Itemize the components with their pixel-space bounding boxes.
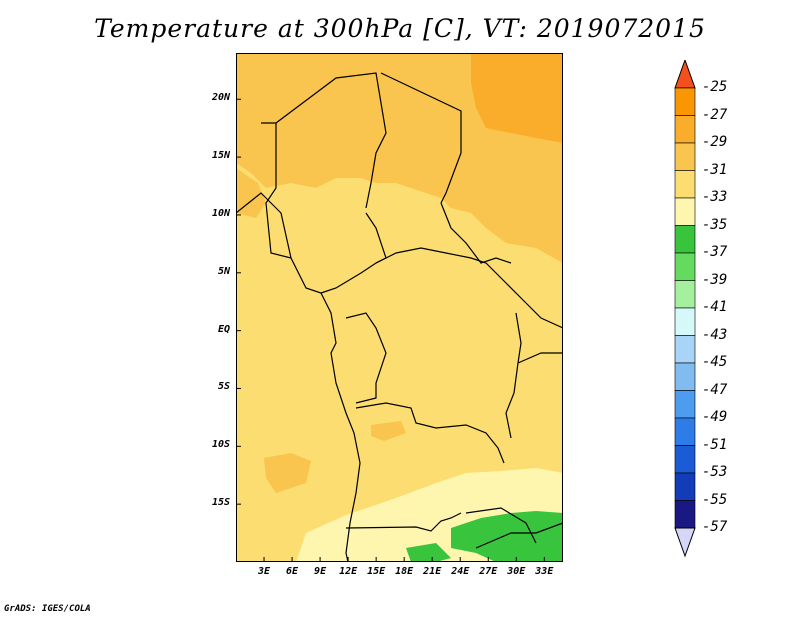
colorbar-segment bbox=[674, 280, 696, 309]
warm-region-sahara bbox=[236, 53, 471, 188]
green-region-zambia bbox=[451, 511, 563, 562]
border-drc-west bbox=[345, 312, 387, 404]
map-canvas bbox=[236, 53, 563, 562]
colorbar-segment bbox=[674, 362, 696, 391]
colorbar-tick-label: -39 bbox=[702, 271, 728, 288]
colorbar-tick-label: -55 bbox=[702, 491, 728, 508]
colorbar-segment bbox=[674, 252, 696, 281]
colorbar-tick-label: -57 bbox=[702, 519, 728, 535]
coastline-west-africa bbox=[236, 192, 361, 562]
colorbar-tick-label: -25 bbox=[702, 79, 728, 95]
lon-tick-label: 15E bbox=[367, 566, 386, 577]
colorbar-segment bbox=[674, 417, 696, 446]
colorbar bbox=[674, 60, 696, 558]
lon-tick-label: 18E bbox=[395, 566, 414, 577]
colorbar-segment bbox=[674, 472, 696, 501]
map-border bbox=[236, 53, 563, 562]
lon-tick-label: 21E bbox=[423, 566, 442, 577]
lat-tick-label: 10N bbox=[211, 207, 230, 219]
colorbar-tick-label: -43 bbox=[702, 326, 728, 343]
lon-tick-label: 3E bbox=[257, 566, 271, 577]
colorbar-tick-label: -27 bbox=[702, 106, 728, 123]
colorbar-tick-label: -31 bbox=[702, 161, 728, 178]
lat-tick-label: 15N bbox=[211, 150, 230, 162]
border-tanzania bbox=[517, 352, 563, 364]
lat-tick-label: 5N bbox=[217, 265, 230, 277]
lon-tick-label: 12E bbox=[339, 566, 358, 577]
colorbar-tick-label: -33 bbox=[702, 189, 728, 205]
colorbar-segment bbox=[674, 87, 696, 116]
lon-tick-label: 27E bbox=[479, 566, 498, 577]
colorbar-segment bbox=[674, 335, 696, 364]
border-angola-south bbox=[345, 512, 462, 532]
colorbar-tick-label: -53 bbox=[702, 464, 728, 480]
colorbar-tick-label: -37 bbox=[702, 244, 728, 260]
colorbar-tick-label: -45 bbox=[702, 354, 728, 370]
colorbar-segment bbox=[674, 390, 696, 419]
lat-tick-label: 10S bbox=[211, 439, 230, 451]
colorbar-tick-label: -41 bbox=[702, 299, 728, 315]
border-drc-east-lakes bbox=[505, 312, 522, 439]
country-borders bbox=[236, 72, 563, 562]
lon-tick-label: 24E bbox=[451, 566, 470, 577]
lat-tick-label: 15S bbox=[211, 497, 230, 509]
border-sudan-ss bbox=[440, 202, 512, 264]
border-drc-angola bbox=[355, 402, 505, 464]
colorbar-tick-label: -29 bbox=[702, 134, 728, 150]
colorbar-tick-label: -35 bbox=[702, 216, 728, 233]
border-east-africa bbox=[525, 302, 563, 329]
border-car-south bbox=[375, 247, 527, 304]
lon-tick-label: 30E bbox=[507, 566, 526, 577]
colorbar-tick-label: -49 bbox=[702, 409, 728, 425]
colorbar-top-arrow bbox=[674, 60, 696, 89]
lon-tick-label: 33E bbox=[535, 566, 554, 577]
lat-tick-marks bbox=[236, 98, 241, 505]
colorbar-segment bbox=[674, 142, 696, 171]
green-region-zimbabwe bbox=[406, 543, 451, 562]
colorbar-segment bbox=[674, 170, 696, 199]
grads-credit: GrADS: IGES/COLA bbox=[4, 604, 91, 614]
warm-patch-west bbox=[236, 168, 266, 218]
border-nigeria bbox=[261, 122, 292, 259]
warm-patch-angola bbox=[371, 421, 406, 441]
lat-tick-label: 20N bbox=[211, 92, 230, 104]
lat-tick-label: 5S bbox=[217, 381, 230, 393]
colorbar-segment bbox=[674, 225, 696, 254]
lon-tick-label: 6E bbox=[286, 566, 299, 577]
warmest-region-northeast bbox=[471, 53, 563, 143]
border-south-zimbabwe bbox=[475, 522, 563, 549]
lon-tick-marks bbox=[263, 557, 545, 562]
colorbar-bottom-arrow bbox=[674, 527, 696, 558]
colorbar-segment bbox=[674, 307, 696, 336]
colorbar-segment bbox=[674, 500, 696, 529]
border-niger-chad bbox=[275, 72, 387, 209]
colorbar-tick-label: -51 bbox=[702, 436, 728, 453]
colorbar-segment bbox=[674, 197, 696, 226]
chart-title: Temperature at 300hPa [C], VT: 201907201… bbox=[94, 14, 706, 43]
colorbar-segment bbox=[674, 115, 696, 144]
colorbar-segment bbox=[674, 445, 696, 474]
map-panel bbox=[236, 53, 563, 562]
warm-patch-southwest bbox=[264, 453, 311, 493]
colorbar-tick-label: -47 bbox=[702, 381, 728, 398]
lat-tick-label: EQ bbox=[217, 323, 230, 335]
lon-tick-label: 9E bbox=[314, 566, 327, 577]
border-chad-sudan bbox=[380, 72, 462, 204]
